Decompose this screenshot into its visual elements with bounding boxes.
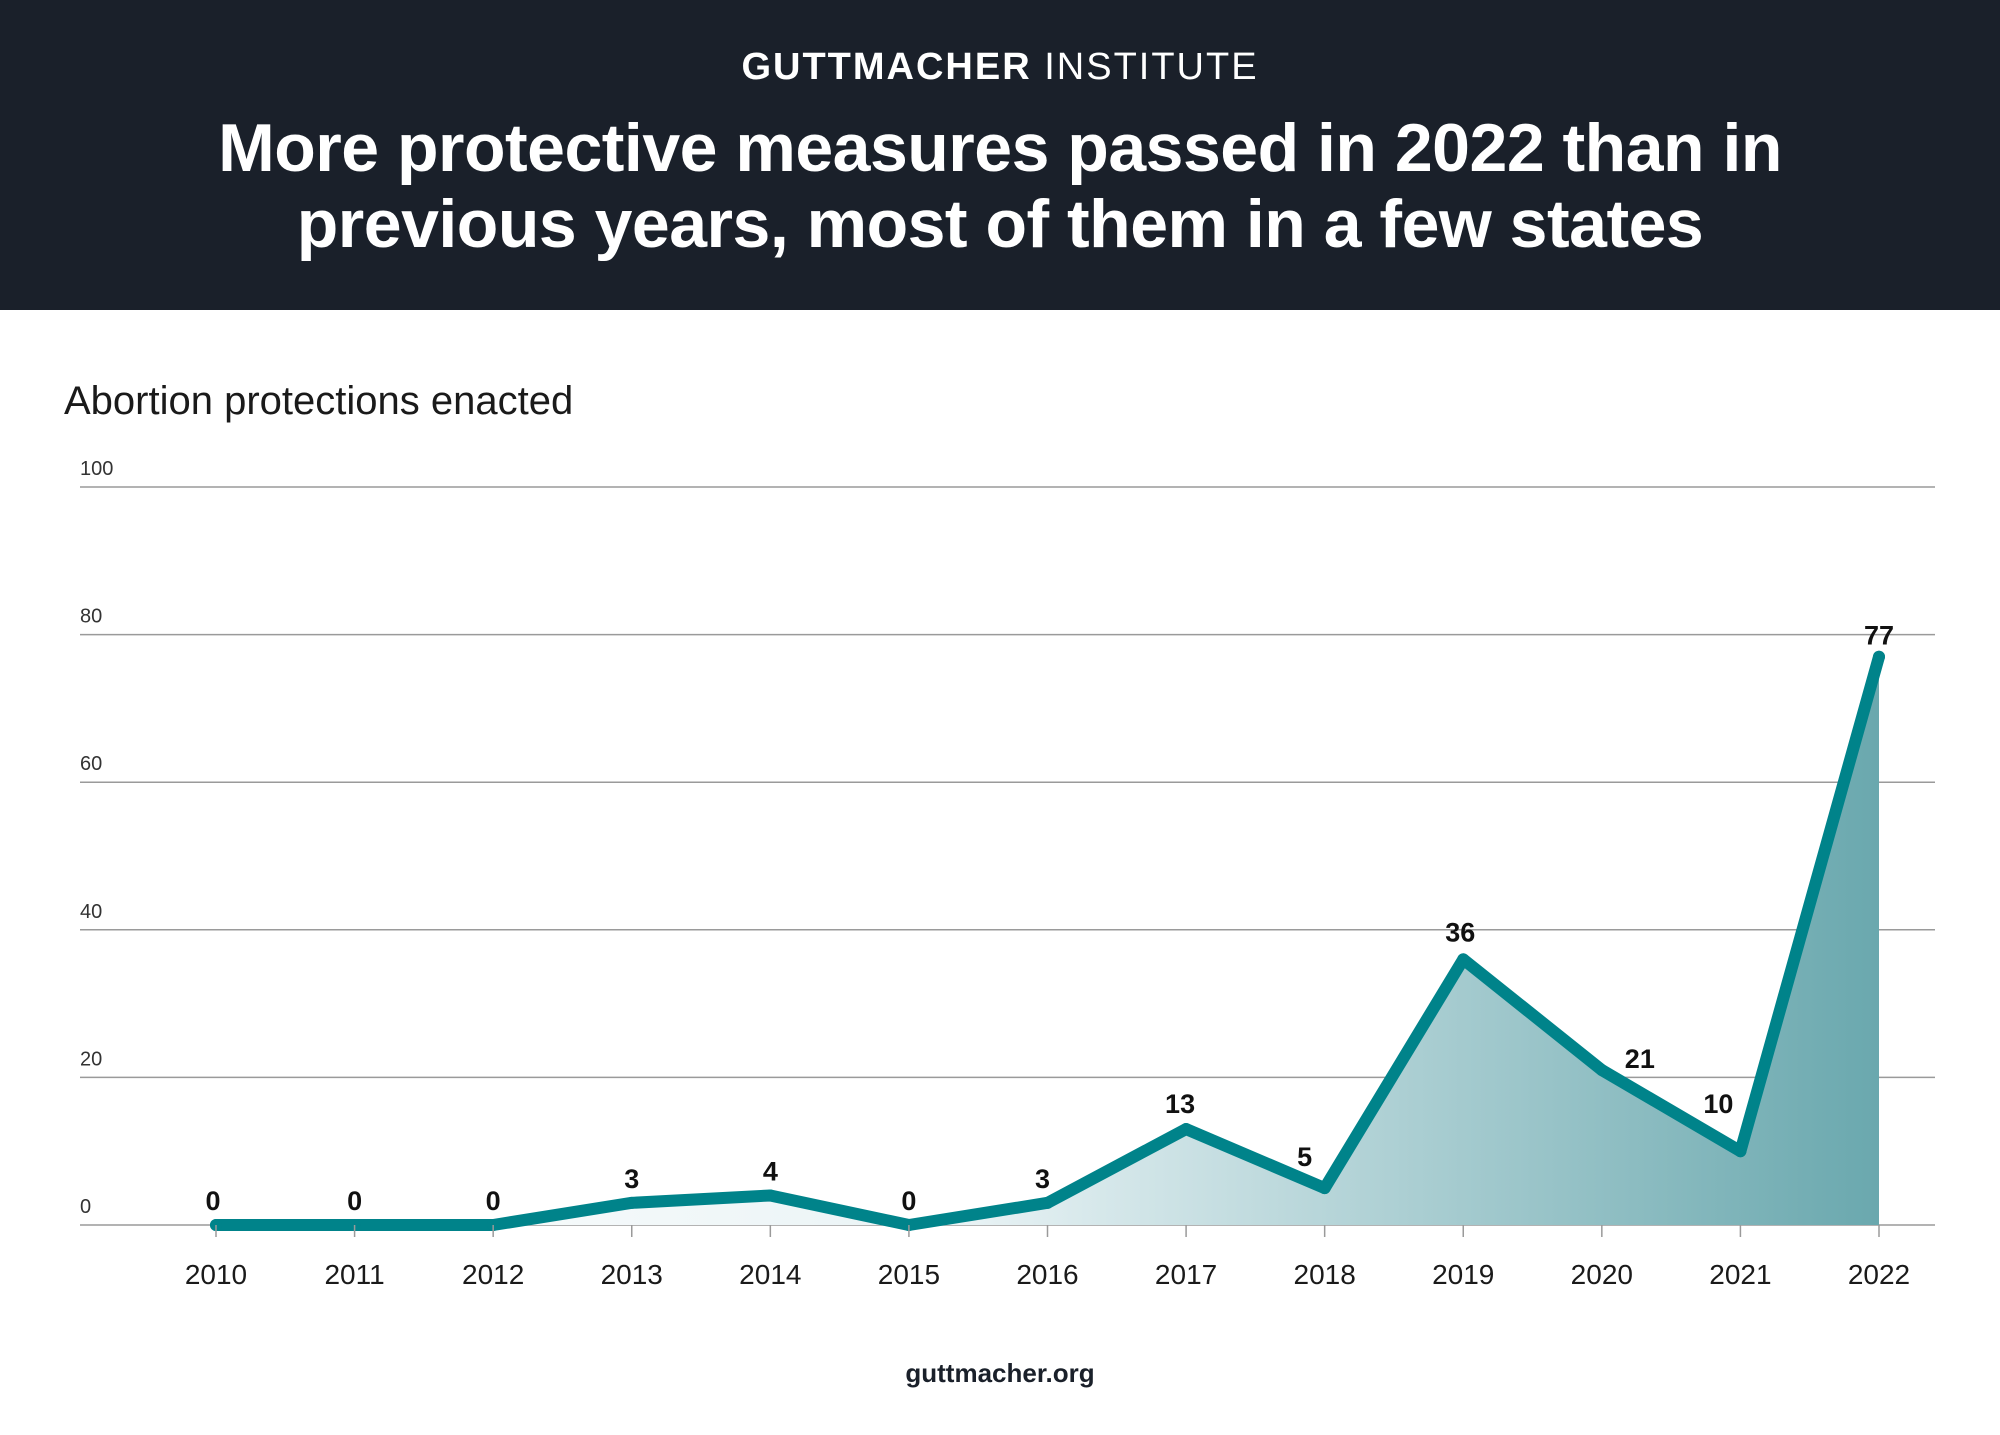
- x-tick-label: 2020: [1571, 1259, 1633, 1290]
- x-tick-label: 2021: [1709, 1259, 1771, 1290]
- data-label: 0: [205, 1186, 220, 1216]
- y-tick-label: 80: [80, 606, 102, 628]
- area-layer: [216, 656, 1879, 1225]
- data-point: [1041, 1196, 1054, 1209]
- header-banner: GUTTMACHER INSTITUTE More protective mea…: [0, 0, 2000, 310]
- x-tick-label: 2010: [185, 1259, 247, 1290]
- data-label: 77: [1864, 621, 1894, 651]
- headline: More protective measures passed in 2022 …: [218, 110, 1782, 262]
- x-tick-label: 2015: [878, 1259, 940, 1290]
- footer-url: guttmacher.org: [905, 1358, 1095, 1388]
- x-tick-label: 2018: [1294, 1259, 1356, 1290]
- y-tick-label: 40: [80, 901, 102, 923]
- data-label: 36: [1445, 917, 1475, 947]
- data-point: [1457, 953, 1470, 966]
- data-point: [1318, 1182, 1331, 1195]
- x-tick-label: 2014: [739, 1259, 801, 1290]
- brand-logo: GUTTMACHER INSTITUTE: [0, 44, 2000, 90]
- data-label: 0: [901, 1186, 916, 1216]
- data-label: 10: [1703, 1089, 1733, 1119]
- data-label: 3: [1035, 1164, 1050, 1194]
- x-tick-label: 2012: [462, 1259, 524, 1290]
- data-point: [764, 1189, 777, 1202]
- y-tick-label: 20: [80, 1048, 102, 1070]
- brand-name-bold: GUTTMACHER: [741, 46, 1032, 88]
- data-label: 4: [763, 1156, 778, 1186]
- chart-title: Abortion protections enacted: [64, 379, 574, 423]
- x-tick-label: 2016: [1016, 1259, 1078, 1290]
- data-label: 21: [1625, 1044, 1655, 1074]
- y-tick-label: 100: [80, 458, 113, 480]
- x-tick-label: 2019: [1432, 1259, 1494, 1290]
- x-tick-label: 2022: [1848, 1259, 1910, 1290]
- y-tick-label: 60: [80, 753, 102, 775]
- data-point: [625, 1196, 638, 1209]
- data-label: 13: [1165, 1089, 1195, 1119]
- data-point: [1180, 1123, 1193, 1136]
- x-tick-layer: 2010 2011 2012 2013 2014 2015 2016 2017 2018 2019…: [185, 1225, 1910, 1290]
- data-label: 0: [347, 1186, 362, 1216]
- data-label: 0: [486, 1186, 501, 1216]
- data-label: 5: [1297, 1142, 1312, 1172]
- data-point: [1595, 1064, 1608, 1077]
- x-tick-label: 2017: [1155, 1259, 1217, 1290]
- data-point: [1734, 1145, 1747, 1158]
- data-label-layer: 0 0 0 3 4 0 3 13 5 36 21 10 77: [205, 621, 1894, 1216]
- data-point: [1873, 650, 1885, 663]
- area-fill: [216, 656, 1879, 1225]
- x-tick-label: 2011: [324, 1259, 384, 1290]
- data-label: 3: [624, 1164, 639, 1194]
- y-tick-label: 0: [80, 1196, 91, 1218]
- brand-name-light: INSTITUTE: [1044, 46, 1259, 88]
- x-tick-label: 2013: [601, 1259, 663, 1290]
